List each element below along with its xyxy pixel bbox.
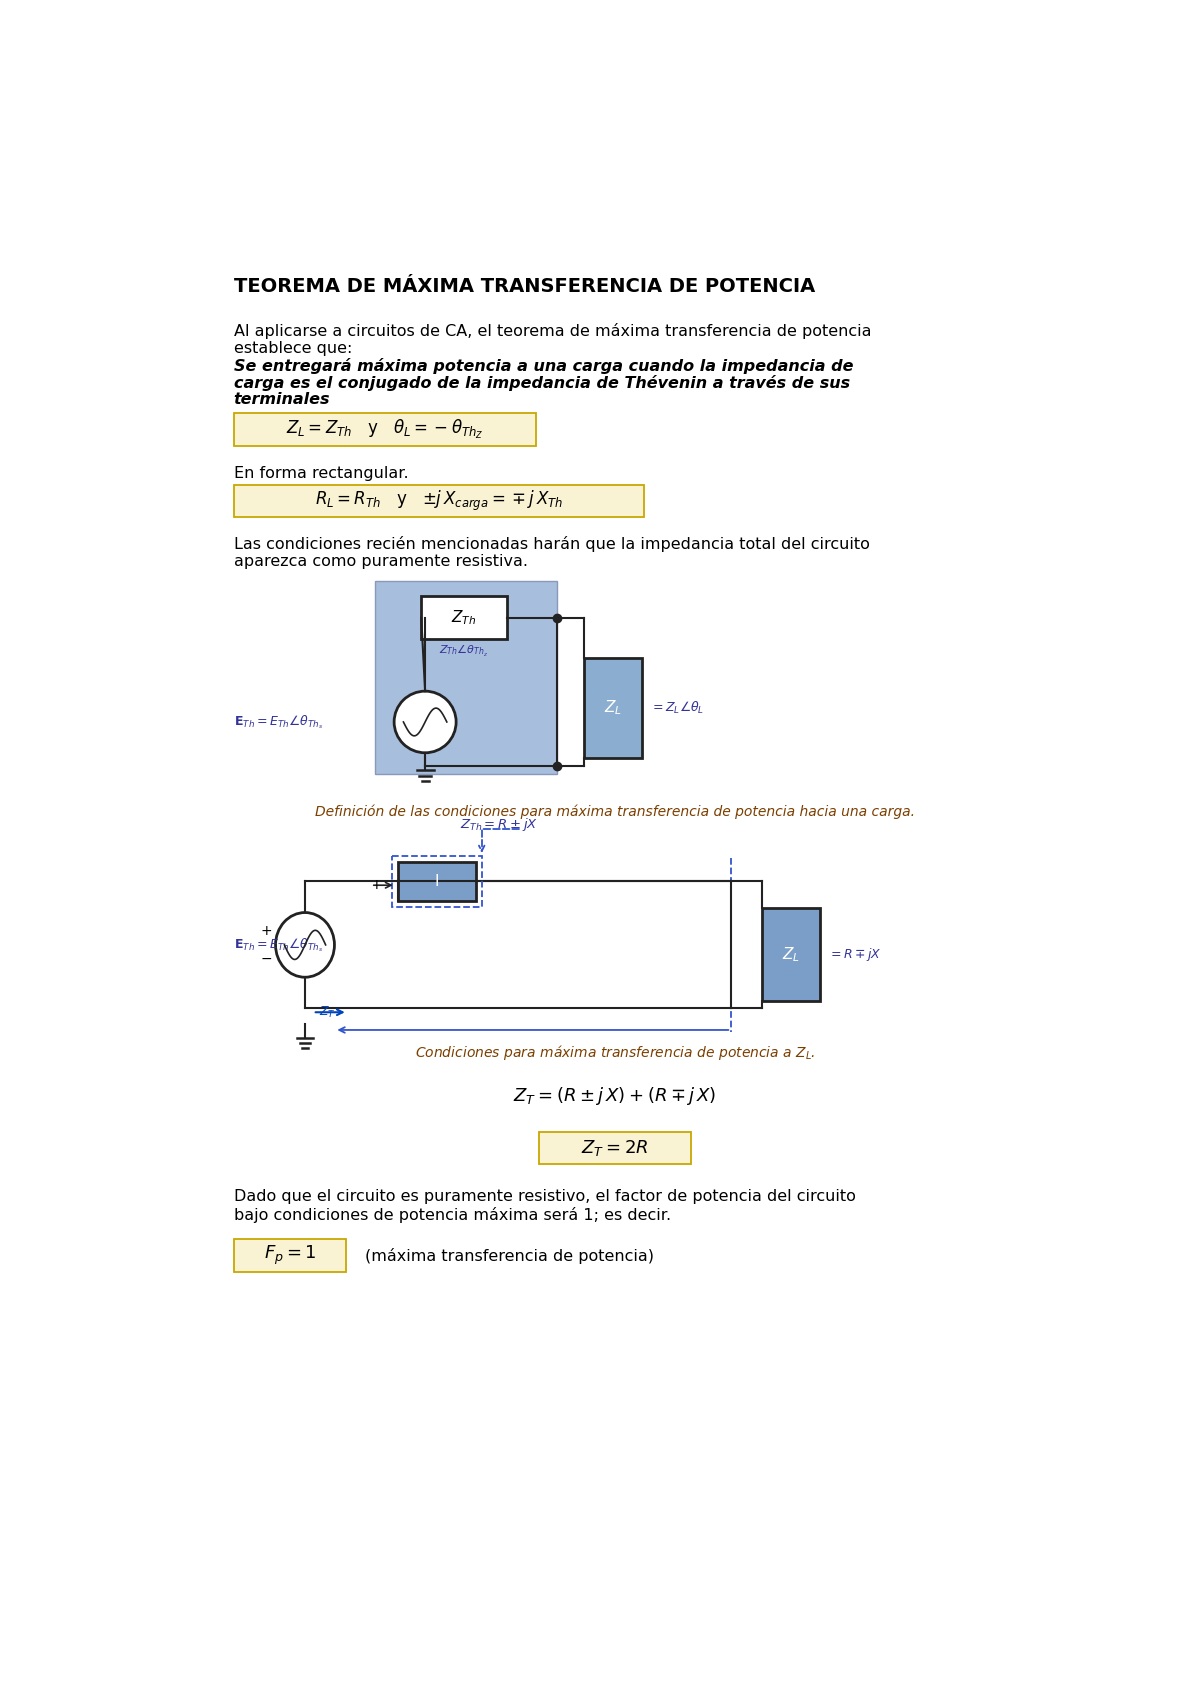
Bar (584, 659, 642, 759)
Text: En forma rectangular.: En forma rectangular. (234, 465, 408, 481)
Bar (234, 486, 644, 518)
Text: aparezca como puramente resistiva.: aparezca como puramente resistiva. (234, 554, 528, 569)
Text: −: − (260, 953, 272, 966)
Text: TEOREMA DE MÁXIMA TRANSFERENCIA DE POTENCIA: TEOREMA DE MÁXIMA TRANSFERENCIA DE POTEN… (234, 277, 815, 295)
Text: I: I (374, 878, 379, 891)
Text: (máxima transferencia de potencia): (máxima transferencia de potencia) (366, 1248, 654, 1263)
Bar (234, 413, 536, 445)
Text: $R_L = R_{Th}$   y   $\pm j\, X_{carga} = \mp j\, X_{Th}$: $R_L = R_{Th}$ y $\pm j\, X_{carga} = \m… (314, 489, 563, 513)
Text: Definición de las condiciones para máxima transferencia de potencia hacia una ca: Definición de las condiciones para máxim… (314, 805, 916, 818)
Text: $\mathbf{E}_{Th} = E_{Th}\angle\theta_{Th_s}$: $\mathbf{E}_{Th} = E_{Th}\angle\theta_{T… (234, 936, 323, 954)
Text: bajo condiciones de potencia máxima será 1; es decir.: bajo condiciones de potencia máxima será… (234, 1207, 671, 1223)
Text: Se entregará máxima potencia a una carga cuando la impedancia de: Se entregará máxima potencia a una carga… (234, 358, 853, 374)
Text: $Z_L = Z_{Th}$   y   $\theta_L = -\theta_{Th_Z}$: $Z_L = Z_{Th}$ y $\theta_L = -\theta_{Th… (286, 418, 484, 441)
Text: $Z_T = (R \pm j\,X ) + (R \mp j\,X )$: $Z_T = (R \pm j\,X ) + (R \mp j\,X )$ (514, 1085, 716, 1107)
Text: $F_p = 1$: $F_p = 1$ (264, 1245, 317, 1267)
Bar (540, 1131, 690, 1163)
Text: $Z_T = 2R$: $Z_T = 2R$ (581, 1138, 649, 1158)
Bar (421, 596, 506, 638)
Text: $Z_L$: $Z_L$ (604, 700, 622, 718)
Text: Al aplicarse a circuitos de CA, el teorema de máxima transferencia de potencia: Al aplicarse a circuitos de CA, el teore… (234, 323, 871, 340)
Text: Las condiciones recién mencionadas harán que la impedancia total del circuito: Las condiciones recién mencionadas harán… (234, 537, 870, 552)
Text: $Z_{Th}$: $Z_{Th}$ (451, 608, 476, 627)
Bar (391, 856, 481, 907)
Text: terminales: terminales (234, 392, 330, 406)
Ellipse shape (394, 691, 456, 752)
Bar (374, 581, 557, 774)
Text: establece que:: establece que: (234, 341, 352, 357)
Text: $Z_{Th}\angle\theta_{Th_z}$: $Z_{Th}\angle\theta_{Th_z}$ (439, 642, 488, 659)
Text: I: I (434, 874, 439, 888)
Bar (398, 863, 475, 900)
Text: +: + (260, 924, 272, 937)
Text: $Z_L$: $Z_L$ (782, 946, 800, 964)
Text: Dado que el circuito es puramente resistivo, el factor de potencia del circuito: Dado que el circuito es puramente resist… (234, 1189, 856, 1204)
Text: $Z_{Th} = R \pm jX$: $Z_{Th} = R \pm jX$ (460, 815, 538, 832)
Bar (234, 1240, 346, 1272)
Text: $Z_T$: $Z_T$ (319, 1005, 336, 1020)
Text: $= R \mp jX$: $= R \mp jX$ (828, 946, 882, 963)
Bar (762, 908, 821, 1000)
Text: carga es el conjugado de la impedancia de Thévenin a través de sus: carga es el conjugado de la impedancia d… (234, 375, 850, 391)
Text: Condiciones para máxima transferencia de potencia a $Z_L$.: Condiciones para máxima transferencia de… (415, 1043, 815, 1061)
Text: $\mathbf{E}_{Th} = E_{Th}\angle\theta_{Th_s}$: $\mathbf{E}_{Th} = E_{Th}\angle\theta_{T… (234, 713, 323, 730)
Text: $= Z_L\angle\theta_L$: $= Z_L\angle\theta_L$ (650, 700, 704, 717)
Ellipse shape (276, 912, 335, 978)
